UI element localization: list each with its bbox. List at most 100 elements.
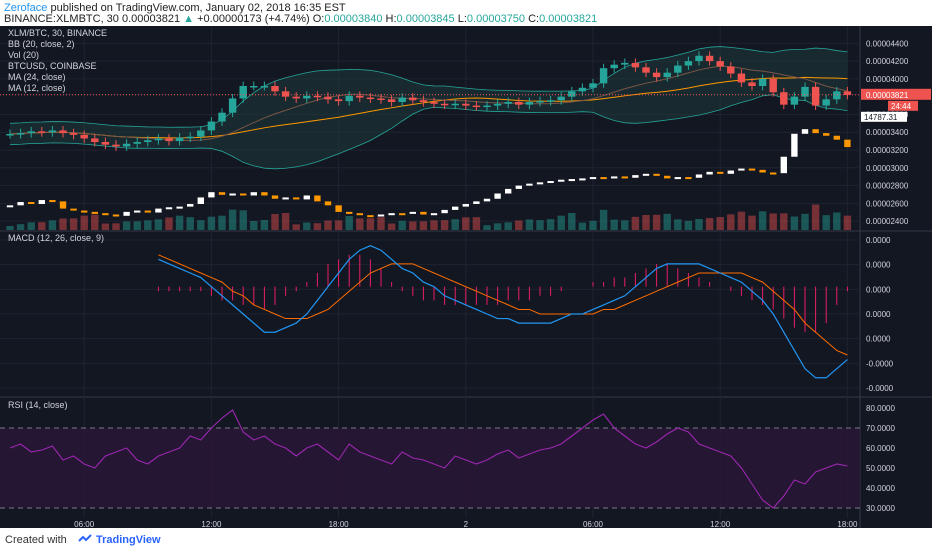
rsi-tick-label: 80.0000 [866, 404, 895, 413]
volume-bar [69, 218, 78, 230]
btcusd-candle [70, 208, 77, 211]
created-with-text: Created with [5, 534, 67, 546]
volume-bar [112, 223, 120, 230]
btcusd-candle [17, 202, 24, 206]
btcusd-candle [112, 214, 120, 217]
volume-bar [462, 217, 470, 230]
volume-bar [663, 213, 671, 230]
macd-pane[interactable] [157, 245, 848, 379]
price-tick-label: 0.00004200 [866, 57, 909, 66]
trading-chart[interactable]: 0.000044000.000042000.000040000.00003600… [0, 26, 932, 528]
btcusd-candle [727, 170, 734, 174]
author-link[interactable]: Zeroface [4, 2, 48, 14]
tradingview-logo-icon [78, 534, 92, 542]
price-candle [419, 100, 428, 102]
price-candle [748, 82, 756, 86]
rsi-pane[interactable] [0, 409, 860, 509]
volume-bar [811, 204, 820, 230]
price-candle [228, 98, 237, 113]
volume-bar [377, 217, 385, 230]
price-candle [780, 92, 788, 105]
btcusd-candle [568, 179, 575, 182]
price-candle [91, 138, 99, 142]
price-candle [801, 86, 809, 97]
price-candle [483, 105, 491, 108]
btcusd-candle [505, 188, 512, 194]
price-tick-label: 0.00004400 [866, 39, 909, 48]
volume-bar [440, 220, 449, 230]
macd-tick-label: -0.0000 [866, 359, 894, 368]
volume-bar [578, 222, 587, 230]
btcusd-candle [409, 211, 416, 214]
btcusd-candle [335, 205, 342, 212]
volume-bar [59, 218, 67, 230]
price-candle [271, 86, 279, 92]
btcusd-candle [812, 129, 819, 134]
volume-bar [27, 222, 35, 230]
volume-bar [303, 222, 311, 230]
volume-bar [133, 221, 141, 230]
volume-bar [493, 223, 502, 230]
price-candle [59, 130, 67, 134]
price-candle [122, 143, 131, 147]
legend-symbol: XLM/BTC, 30, BINANCE [8, 28, 107, 38]
price-candle [631, 62, 640, 68]
price-tick-label: 0.00002600 [866, 199, 909, 208]
btcusd-candle [483, 198, 491, 202]
price-candle [790, 96, 799, 105]
price-change: +0.00000173 (+4.74%) [197, 13, 310, 25]
low-label: L: [457, 13, 467, 25]
open-label: O: [312, 13, 325, 25]
price-candle [769, 78, 777, 93]
price-candle [366, 97, 375, 100]
close-value: 0.00003821 [539, 13, 598, 25]
btcusd-candle [621, 176, 628, 179]
price-candle [568, 91, 576, 97]
btcusd-candle [197, 197, 204, 204]
btcusd-candle [346, 211, 353, 214]
legend-macd: MACD (12, 26, close, 9) [8, 233, 104, 243]
rsi-tick-label: 50.0000 [866, 464, 895, 473]
legend-vol: Vol (20) [8, 50, 39, 60]
price-candle [218, 112, 226, 122]
price-candle [80, 134, 88, 139]
volume-bar [737, 211, 746, 230]
price-pane[interactable] [0, 46, 860, 230]
price-candle [833, 91, 841, 100]
price-candle [239, 86, 247, 99]
tradingview-brand[interactable]: TradingView [96, 534, 161, 546]
macd-tick-label: 0.0000 [866, 236, 891, 245]
volume-bar [589, 220, 597, 230]
btcusd-candle [208, 192, 215, 198]
btcusd-candle [706, 171, 713, 175]
price-candle [758, 78, 767, 86]
btcusd-candle [780, 156, 787, 174]
price-candle [69, 133, 78, 135]
price-candle [324, 96, 332, 100]
btcusd-candle [6, 205, 14, 208]
price-candle [16, 133, 25, 135]
macd-tick-label: 0.0000 [866, 310, 891, 319]
btcusd-candle [642, 173, 650, 176]
macd-tick-label: 0.0000 [866, 285, 891, 294]
btcusd-candle [324, 201, 332, 206]
volume-bar [621, 220, 629, 230]
change-up-icon: ▲ [183, 13, 195, 25]
price-candle [48, 130, 57, 133]
volume-bar [727, 214, 735, 230]
btcusd-candle [314, 195, 321, 202]
volume-bar [599, 209, 608, 230]
price-candle [356, 95, 364, 98]
price-candle [38, 131, 46, 133]
price-candle [705, 55, 714, 62]
volume-bar [525, 219, 534, 230]
volume-bar [334, 220, 343, 230]
volume-bar [366, 218, 375, 230]
btcusd-candle [462, 204, 469, 207]
btcusd-candle [165, 207, 173, 210]
legend-ma12: MA (12, close) [8, 83, 66, 93]
volume-bar [705, 218, 714, 230]
time-tick-label: 06:00 [74, 520, 95, 528]
btcusd-candle [717, 171, 724, 174]
price-candle [557, 96, 565, 101]
